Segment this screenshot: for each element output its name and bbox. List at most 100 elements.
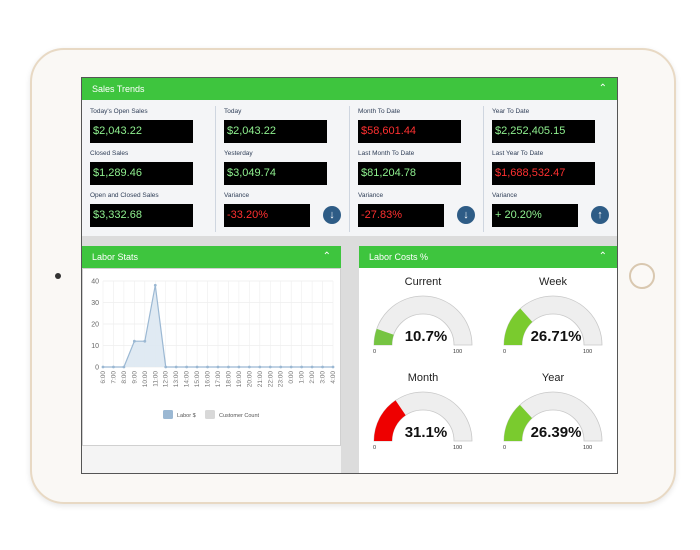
gauge-value: 26.39% [530,424,582,441]
legend-label: Customer Count [219,413,260,419]
metric-label: Today's Open Sales [90,108,148,115]
data-point [258,365,262,369]
x-tick-label: 22:00 [267,371,274,388]
x-tick-label: 2:00 [309,371,316,384]
sales-trends-header[interactable]: Sales Trends ⌃ [82,78,617,100]
data-point [247,365,251,369]
legend-swatch-labor [163,410,173,419]
metric-value: $2,252,405.15 [492,120,595,143]
y-tick-label: 20 [91,322,99,329]
y-tick-label: 10 [91,343,99,350]
metric-label: Last Year To Date [492,150,544,157]
metric-label: Today [224,108,242,115]
labor-chart-panel: 0 10 20 30 40 6:00 7:00 8:00 9:00 10:00 11:00 12:00… [82,268,341,446]
dashboard-screen: Sales Trends ⌃ Today's Open Sales $2,043.… [81,77,618,474]
gauge-track [503,295,603,346]
x-tick-label: 19:00 [236,371,243,388]
data-point [331,365,335,369]
x-tick-label: 6:00 [100,371,107,384]
x-tick-label: 21:00 [257,371,264,388]
data-point [227,365,230,369]
metric-value: $81,204.78 [358,162,461,185]
gauge-max-label: 100 [583,349,593,355]
series-area-labor [103,285,333,367]
data-point [122,365,126,369]
metric-label: Closed Sales [90,150,129,157]
x-tick-label: 14:00 [184,371,191,388]
metric-value: $58,601.44 [358,120,461,143]
labor-stats-header[interactable]: Labor Stats ⌃ [82,246,341,268]
x-tick-label: 4:00 [330,371,337,384]
data-point [321,365,324,369]
data-point [289,365,293,369]
labor-stats-title: Labor Stats [92,252,139,262]
metric-value: -33.20% [224,204,310,227]
data-point [237,365,241,369]
gauge-current: Current 10.7% 0 100 [373,276,473,366]
gauge-max-label: 100 [453,445,463,451]
x-tick-label: 10:00 [142,371,149,388]
x-tick-label: 11:00 [152,371,159,387]
gauge-title: Month [407,372,439,384]
x-tick-label: 16:00 [205,371,212,388]
gauge-track [503,391,603,442]
camera-icon [55,273,61,279]
y-tick-label: 30 [91,300,99,307]
gauge-month: Month 31.1% 0 100 [373,372,473,462]
arrow-down-circle-icon[interactable]: ↓ [323,206,341,224]
x-tick-label: 3:00 [320,371,327,384]
x-tick-label: 13:00 [173,371,180,388]
metric-label: Variance [492,192,518,199]
x-tick-label: 9:00 [131,371,138,384]
data-point [174,365,178,369]
gauge-title: Year [541,372,565,384]
gauge-max-label: 100 [453,349,463,355]
data-point [164,365,168,369]
x-tick-label: 20:00 [246,371,253,388]
labor-costs-header[interactable]: Labor Costs % ⌃ [359,246,617,268]
sales-trends-title: Sales Trends [92,84,145,94]
data-point [132,339,136,343]
arrow-up-circle-icon[interactable]: ↑ [591,206,609,224]
gauge-fill [504,308,533,345]
gauge-title: Current [404,276,442,288]
data-point [153,283,157,287]
labor-costs-title: Labor Costs % [369,252,429,262]
metric-label: Variance [224,192,250,199]
gauge-value: 10.7% [404,328,448,345]
legend-swatch-customer [205,410,215,419]
sales-columns: Today's Open Sales $2,043.22 Closed Sales $… [82,100,617,236]
metric-label: Month To Date [358,108,401,115]
gauge-value: 31.1% [404,424,448,441]
metric-label: Open and Closed Sales [90,192,159,199]
gauge-min-label: 0 [373,349,377,355]
gauge-fill [374,400,406,441]
gauge-min-label: 0 [503,349,507,355]
gauge-min-label: 0 [503,445,507,451]
x-tick-label: 0:00 [288,371,295,384]
data-point [279,365,283,369]
metric-value: $1,688,532.47 [492,162,595,185]
chevron-up-icon[interactable]: ⌃ [598,251,607,262]
metric-value: $1,289.46 [90,162,193,185]
arrow-down-circle-icon[interactable]: ↓ [457,206,475,224]
metric-value: $2,043.22 [90,120,193,143]
y-tick-label: 40 [91,279,99,286]
gauge-dial [503,391,603,442]
gauge-fill [504,404,533,441]
gauge-dial [503,295,603,346]
home-button[interactable] [629,263,655,289]
data-point [216,365,220,369]
data-point [300,365,304,369]
legend-label: Labor $ [177,413,196,419]
chevron-up-icon[interactable]: ⌃ [322,251,331,262]
x-tick-label: 8:00 [121,371,128,384]
x-tick-label: 23:00 [278,371,285,388]
sales-column-2: Today $2,043.22 Yesterday $3,049.74 Variance… [216,106,350,232]
gauge-title: Week [539,276,567,288]
metric-value: + 20.20% [492,204,578,227]
chevron-up-icon[interactable]: ⌃ [598,83,607,94]
gauge-min-label: 0 [373,445,377,451]
gauge-max-label: 100 [583,445,593,451]
x-tick-label: 7:00 [110,371,117,384]
